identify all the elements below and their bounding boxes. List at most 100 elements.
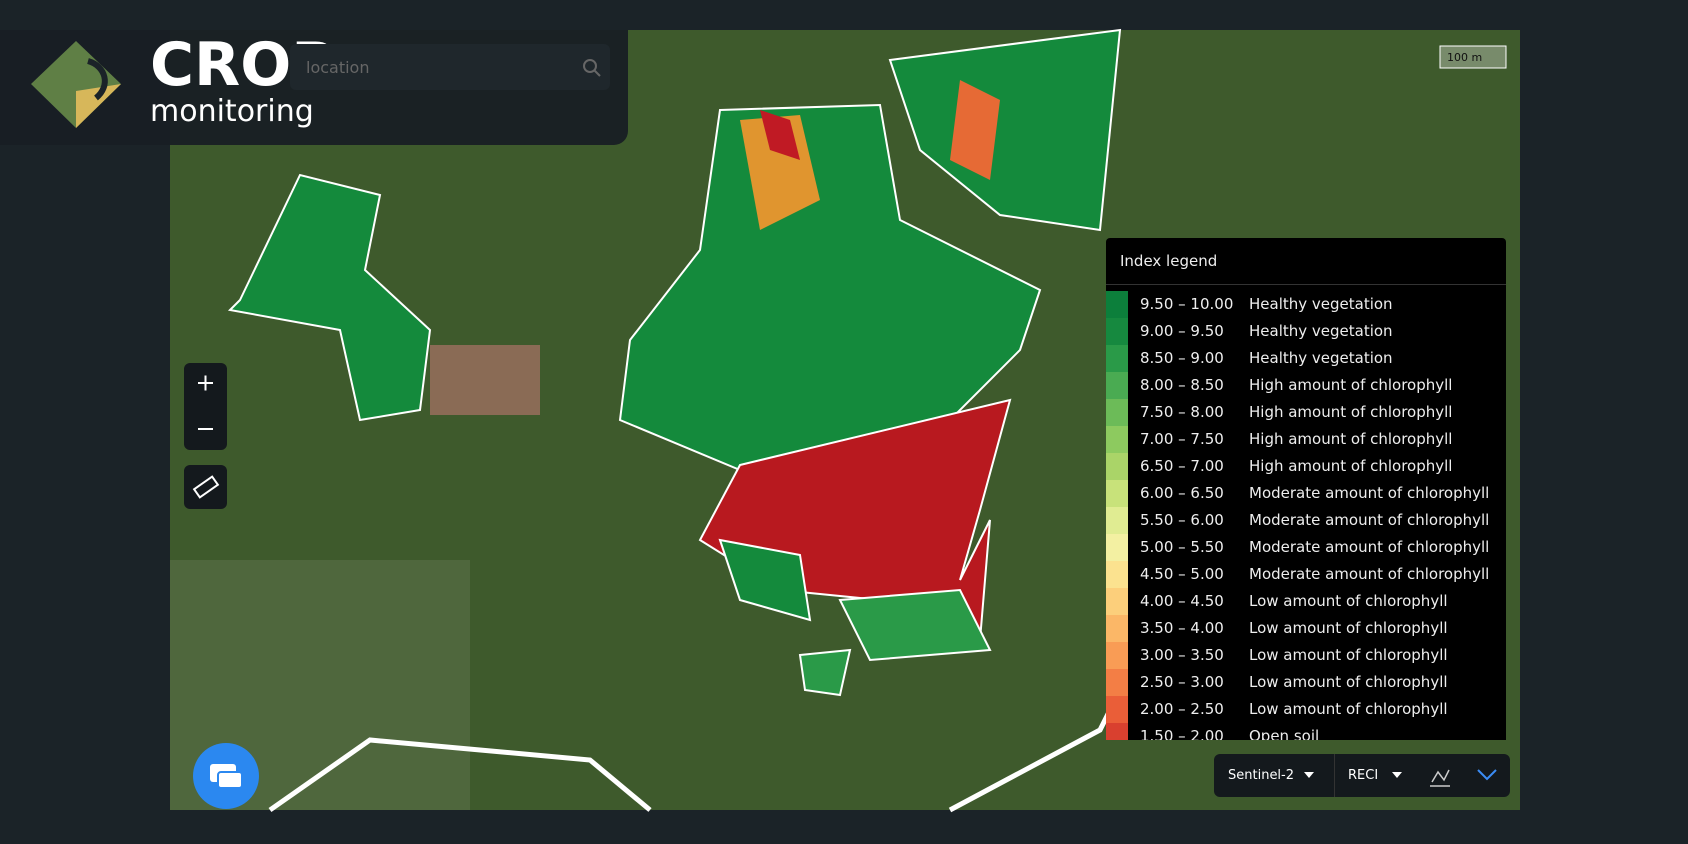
road [268,737,652,813]
legend-row: 7.50 – 8.00 High amount of chlorophyll [1106,399,1506,426]
bare-field [430,345,540,415]
logo-subtitle: monitoring [150,94,314,129]
chat-button[interactable] [192,742,260,810]
toolbar: Sentinel-2 RECI [1214,754,1510,797]
legend-row: 4.50 – 5.00 Moderate amount of chlorophyl… [1106,561,1506,588]
legend-label: Low amount of chlorophyll [1249,673,1448,691]
legend-swatch [1106,669,1128,696]
legend-swatch [1106,507,1128,534]
legend-label: Healthy vegetation [1249,349,1393,367]
legend-label: Low amount of chlorophyll [1249,700,1448,718]
legend-range: 6.00 – 6.50 [1140,484,1224,502]
legend-swatch [1106,723,1128,740]
legend-row: 8.50 – 9.00 Healthy vegetation [1106,345,1506,372]
legend-range: 7.50 – 8.00 [1140,403,1224,421]
legend-range: 1.50 – 2.00 [1140,727,1224,740]
search-placeholder: location [306,58,370,77]
legend-swatch [1106,642,1128,669]
legend-label: Low amount of chlorophyll [1249,619,1448,637]
legend-range: 8.50 – 9.00 [1140,349,1224,367]
legend-label: Moderate amount of chlorophyll [1249,565,1490,583]
legend-row: 2.00 – 2.50 Low amount of chlorophyll [1106,696,1506,723]
legend-range: 5.50 – 6.00 [1140,511,1224,529]
legend-label: High amount of chlorophyll [1249,457,1453,475]
field-stress [760,110,800,160]
legend-swatch [1106,534,1128,561]
legend-label: Open soil [1249,727,1320,740]
legend-range: 8.00 – 8.50 [1140,376,1224,394]
legend-label: Healthy vegetation [1249,322,1393,340]
logo-icon [31,41,121,128]
index-select[interactable]: RECI [1348,768,1379,783]
legend-swatch [1106,345,1128,372]
legend-row: 4.00 – 4.50 Low amount of chlorophyll [1106,588,1506,615]
legend-label: Moderate amount of chlorophyll [1249,511,1490,529]
legend-row: 5.00 – 5.50 Moderate amount of chlorophyl… [1106,534,1506,561]
legend-rows: 9.50 – 10.00 Healthy vegetation 9.00 – 9.5… [1106,285,1506,740]
legend-swatch [1106,696,1128,723]
legend-swatch [1106,426,1128,453]
legend-label: Healthy vegetation [1249,295,1393,313]
logo-panel: CROP monitoring location [0,30,628,145]
legend-swatch [1106,561,1128,588]
legend-swatch [1106,291,1128,318]
field [888,28,1122,232]
legend-swatch [1106,480,1128,507]
field [798,648,852,697]
legend-range: 6.50 – 7.00 [1140,457,1224,475]
legend-range: 2.50 – 3.00 [1140,673,1224,691]
legend-label: Moderate amount of chlorophyll [1249,484,1490,502]
legend-label: Moderate amount of chlorophyll [1249,538,1490,556]
legend-label: Low amount of chlorophyll [1249,646,1448,664]
field [718,538,812,622]
search-box[interactable]: location [290,44,610,90]
legend-swatch [1106,453,1128,480]
index-legend: Index legend 9.50 – 10.00 Healthy vegetat… [1106,238,1506,740]
collapse-button[interactable] [1476,768,1498,782]
legend-label: Low amount of chlorophyll [1249,592,1448,610]
legend-range: 9.00 – 9.50 [1140,322,1224,340]
legend-swatch [1106,372,1128,399]
divider [1334,754,1335,797]
legend-range: 3.00 – 3.50 [1140,646,1224,664]
legend-swatch [1106,588,1128,615]
legend-range: 5.00 – 5.50 [1140,538,1224,556]
legend-swatch [1106,399,1128,426]
legend-range: 9.50 – 10.00 [1140,295,1234,313]
legend-row: 6.50 – 7.00 High amount of chlorophyll [1106,453,1506,480]
legend-range: 3.50 – 4.00 [1140,619,1224,637]
search-icon [583,59,601,77]
legend-label: High amount of chlorophyll [1249,376,1453,394]
chart-button[interactable] [1428,764,1452,788]
legend-row: 6.00 – 6.50 Moderate amount of chlorophyl… [1106,480,1506,507]
legend-row: 7.00 – 7.50 High amount of chlorophyll [1106,426,1506,453]
dropdown-arrow [1304,772,1314,778]
field [838,588,992,662]
scale-bar [1439,45,1507,69]
ruler-button[interactable] [184,465,227,509]
ruler-icon [192,475,220,499]
legend-row: 1.50 – 2.00 Open soil [1106,723,1506,740]
legend-range: 4.00 – 4.50 [1140,592,1224,610]
zoom-controls [184,363,227,450]
field-stress [950,80,1000,180]
legend-label: High amount of chlorophyll [1249,403,1453,421]
legend-range: 7.00 – 7.50 [1140,430,1224,448]
legend-row: 9.50 – 10.00 Healthy vegetation [1106,291,1506,318]
field-stress [740,115,820,230]
legend-title: Index legend [1106,238,1506,285]
dropdown-arrow [1392,772,1402,778]
legend-range: 4.50 – 5.00 [1140,565,1224,583]
legend-range: 2.00 – 2.50 [1140,700,1224,718]
scale-label: 100 m [1447,51,1482,64]
legend-swatch [1106,615,1128,642]
legend-row: 3.50 – 4.00 Low amount of chlorophyll [1106,615,1506,642]
legend-swatch [1106,318,1128,345]
field [227,173,432,422]
legend-row: 8.00 – 8.50 High amount of chlorophyll [1106,372,1506,399]
zoom-icons[interactable] [184,363,227,450]
legend-row: 9.00 – 9.50 Healthy vegetation [1106,318,1506,345]
satellite-select[interactable]: Sentinel-2 [1228,768,1295,783]
legend-label: High amount of chlorophyll [1249,430,1453,448]
